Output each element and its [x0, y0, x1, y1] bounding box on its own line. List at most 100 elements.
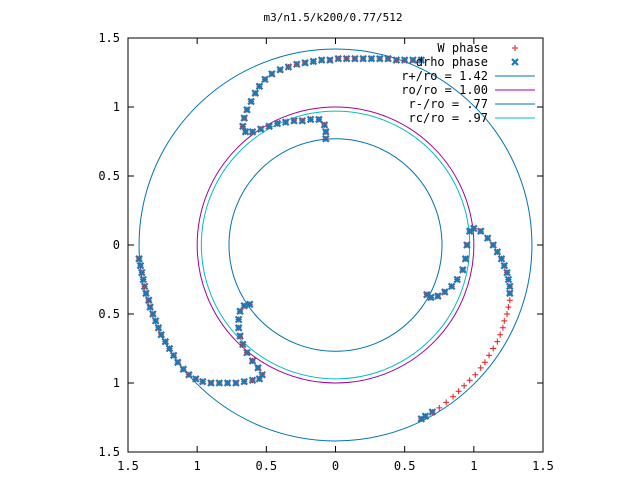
drho-phase-point-58 — [255, 82, 264, 91]
drho-phase-point-29 — [248, 357, 257, 365]
circle-1 — [196, 106, 475, 384]
drho-phase-point-87 — [506, 289, 514, 298]
drho-phase-point-74 — [320, 121, 329, 129]
w-phase-point-91 — [501, 317, 508, 324]
drho-phase-point-6 — [144, 296, 153, 304]
w-phase-point-100 — [466, 377, 473, 384]
drho-phase-point-45 — [359, 54, 367, 63]
drho-phase-point-43 — [375, 54, 384, 63]
x-tick-label-2: 0.5 — [255, 459, 277, 473]
drho-phase-point-2 — [138, 268, 146, 277]
drho-phase-point-54 — [284, 63, 293, 71]
drho-phase-point-61 — [243, 105, 251, 114]
drho-phase-point-83 — [500, 261, 509, 270]
y-tick-label-4: 0.5 — [98, 307, 120, 321]
drho-phase-point-12 — [161, 337, 170, 346]
circle-0 — [138, 48, 533, 442]
drho-phase-point-20 — [207, 379, 215, 387]
drho-phase-point-5 — [142, 289, 150, 298]
x-tick-label-3: 0 — [332, 459, 339, 473]
legend-label-r-minus: r-/ro = .77 — [409, 97, 488, 111]
x-tick-label-5: 1 — [470, 459, 477, 473]
drho-phase-point-17 — [185, 370, 193, 379]
legend-label-drho-phase: drho phase — [416, 55, 488, 69]
drho-phase-point-69 — [281, 118, 290, 126]
chart-title: m3/n1.5/k200/0.77/512 — [263, 11, 402, 24]
drho-phase-point-66 — [257, 125, 265, 133]
drho-phase-point-7 — [146, 303, 154, 311]
drho-phase-point-62 — [240, 114, 248, 122]
w-phase-point-98 — [477, 364, 484, 371]
drho-phase-point-98 — [434, 292, 442, 300]
w-phase-point-93 — [497, 331, 504, 338]
legend: W phase drho phase r+/ro = 1.42 ro/ro = … — [401, 41, 535, 125]
drho-phase-point-13 — [165, 344, 174, 353]
drho-phase-point-96 — [447, 282, 456, 291]
y-tick-label-5: 1 — [113, 376, 120, 390]
drho-phase-point-4 — [140, 282, 149, 291]
series-1 — [135, 54, 514, 423]
y-tick-label-0: 1.5 — [98, 31, 120, 45]
drho-phase-point-57 — [261, 75, 269, 84]
drho-phase-point-92 — [463, 241, 471, 249]
drho-phase-point-79 — [483, 234, 492, 242]
drho-phase-point-72 — [306, 115, 315, 124]
drho-phase-point-47 — [342, 54, 351, 63]
w-phase-point-105 — [436, 404, 443, 411]
drho-phase-point-46 — [351, 54, 359, 63]
drho-phase-point-9 — [151, 317, 160, 325]
legend-sample-w-phase — [512, 45, 518, 51]
drho-phase-point-73 — [315, 115, 323, 124]
drho-phase-point-52 — [301, 59, 309, 67]
drho-phase-point-3 — [139, 275, 147, 284]
drho-phase-point-91 — [465, 227, 474, 235]
w-phase-point-102 — [455, 388, 462, 395]
drho-phase-point-32 — [236, 332, 244, 340]
x-tick-label-0: 1.5 — [117, 459, 139, 473]
drho-phase-point-28 — [254, 364, 262, 372]
drho-phase-point-75 — [322, 128, 330, 136]
drho-phase-point-59 — [251, 89, 260, 97]
drho-phase-point-16 — [179, 365, 188, 373]
drho-phase-point-56 — [268, 70, 276, 78]
drho-phase-point-33 — [234, 324, 243, 332]
drho-phase-point-78 — [476, 227, 485, 235]
w-phase-point-92 — [499, 324, 506, 331]
drho-phase-point-19 — [198, 377, 207, 386]
drho-phase-point-94 — [458, 266, 467, 274]
w-phase-point-89 — [505, 304, 512, 311]
x-tick-label-6: 1.5 — [532, 459, 554, 473]
drho-phase-point-100 — [423, 290, 431, 299]
drho-phase-point-89 — [421, 412, 430, 420]
data-series — [135, 54, 514, 423]
drho-phase-point-64 — [241, 128, 250, 136]
drho-phase-point-11 — [157, 330, 165, 339]
legend-samples — [495, 45, 535, 119]
drho-phase-point-37 — [245, 300, 254, 309]
drho-phase-point-76 — [322, 134, 330, 143]
legend-label-w-phase: W phase — [437, 41, 488, 55]
drho-phase-point-30 — [243, 348, 251, 357]
drho-phase-point-14 — [169, 351, 178, 360]
circle-2 — [228, 138, 443, 352]
drho-phase-point-18 — [192, 375, 200, 383]
w-phase-point-104 — [443, 399, 450, 406]
drho-phase-point-21 — [215, 379, 224, 387]
drho-phase-point-42 — [384, 54, 392, 63]
legend-sample-drho-phase — [511, 58, 519, 66]
drho-phase-point-24 — [240, 377, 248, 386]
w-phase-point-101 — [461, 382, 468, 389]
drho-phase-point-68 — [273, 119, 282, 128]
drho-phase-point-34 — [234, 315, 243, 324]
drho-phase-point-50 — [317, 56, 326, 64]
drho-phase-point-67 — [265, 122, 273, 131]
drho-phase-point-10 — [154, 324, 163, 332]
drho-phase-point-80 — [489, 241, 497, 249]
drho-phase-point-84 — [503, 268, 511, 277]
drho-phase-point-70 — [290, 117, 298, 125]
w-phase-point-99 — [472, 371, 479, 378]
drho-phase-point-93 — [461, 255, 470, 263]
w-phase-point-97 — [481, 359, 488, 366]
drho-phase-point-82 — [497, 255, 506, 263]
drho-phase-point-48 — [334, 54, 343, 63]
